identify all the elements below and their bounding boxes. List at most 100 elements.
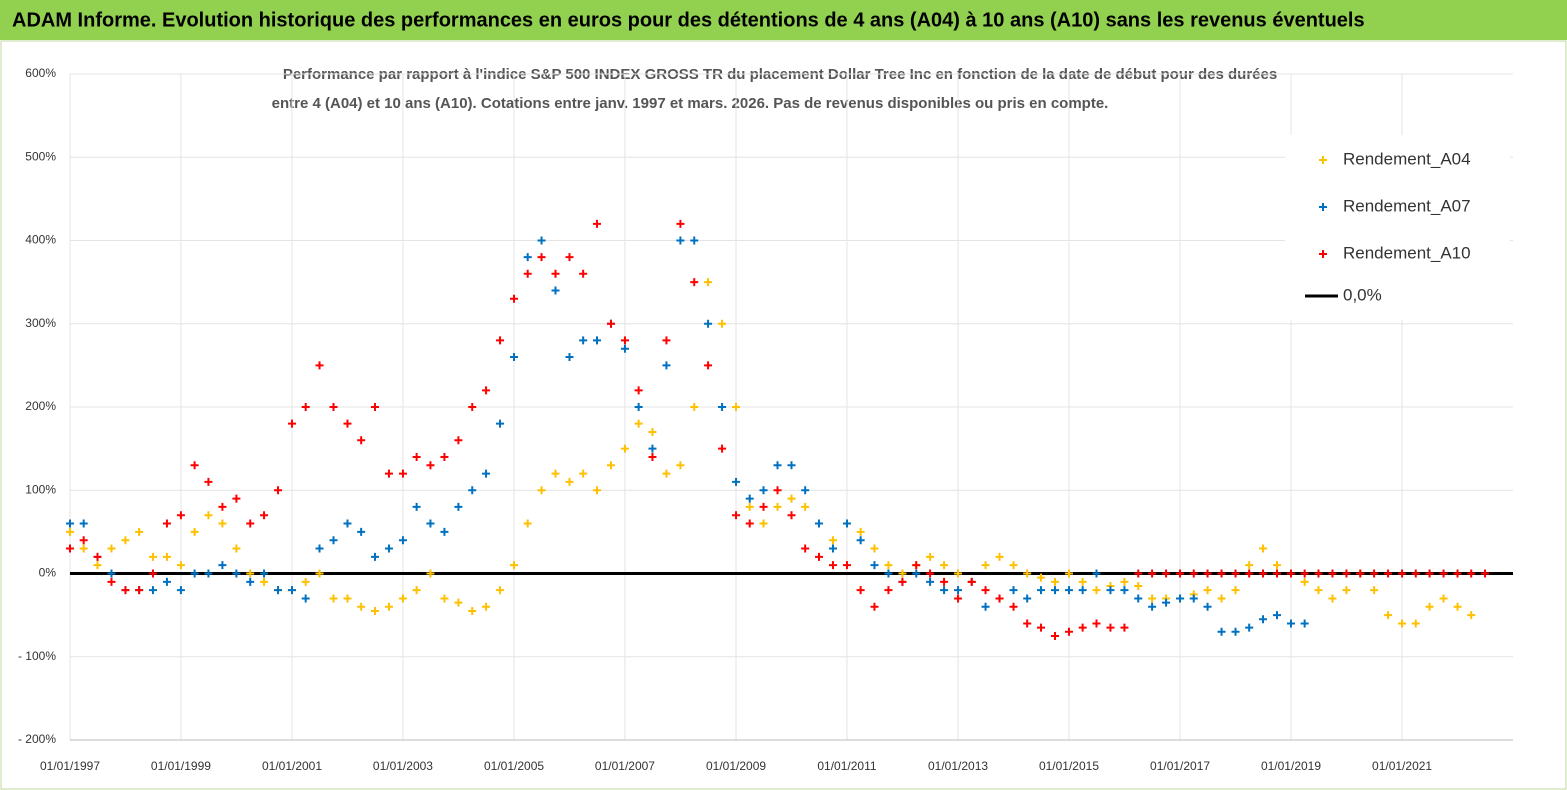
data-point (815, 552, 824, 561)
data-point (954, 594, 963, 603)
data-point (93, 552, 102, 561)
legend-label: Rendement_A04 (1343, 149, 1471, 168)
data-point (329, 536, 338, 545)
x-tick-label: 01/01/2013 (928, 759, 988, 773)
data-point (1467, 569, 1476, 578)
data-point (218, 502, 227, 511)
data-point (745, 519, 754, 528)
x-tick-label: 01/01/2021 (1372, 759, 1432, 773)
data-point (981, 561, 990, 570)
data-point (981, 586, 990, 595)
data-point (260, 569, 269, 578)
data-point (426, 569, 435, 578)
data-point (1009, 586, 1018, 595)
data-point (1273, 569, 1282, 578)
data-point (704, 278, 713, 287)
data-point (1411, 619, 1420, 628)
data-point (565, 253, 574, 262)
data-point (496, 586, 505, 595)
data-point (384, 602, 393, 611)
data-point (1384, 569, 1393, 578)
y-tick-label: 0% (39, 566, 57, 580)
data-point (260, 511, 269, 520)
data-point (856, 536, 865, 545)
data-point (1342, 586, 1351, 595)
data-point (232, 494, 241, 503)
legend-marker (1319, 156, 1327, 164)
data-point (204, 569, 213, 578)
data-point (1328, 594, 1337, 603)
data-point (981, 602, 990, 611)
data-point (745, 494, 754, 503)
legend-marker (1319, 250, 1327, 258)
data-point (828, 536, 837, 545)
data-point (551, 469, 560, 478)
data-point (1217, 627, 1226, 636)
y-tick-label: 100% (25, 482, 56, 496)
data-point (662, 336, 671, 345)
data-point (828, 544, 837, 553)
data-point (496, 336, 505, 345)
data-point (107, 577, 116, 586)
data-point (301, 577, 310, 586)
data-point (301, 403, 310, 411)
data-point (1370, 586, 1379, 595)
data-point (162, 519, 171, 528)
data-point (801, 486, 810, 495)
data-point (162, 552, 171, 561)
data-point (66, 519, 74, 528)
data-point (704, 319, 713, 328)
data-point (620, 344, 629, 353)
data-point (523, 269, 532, 278)
data-point (454, 502, 463, 511)
data-point (801, 502, 810, 511)
data-point (246, 569, 255, 578)
data-point (620, 336, 629, 345)
data-point (1398, 569, 1407, 578)
data-point (759, 519, 768, 528)
data-point (301, 594, 310, 603)
data-point (1023, 619, 1032, 628)
data-point (482, 386, 491, 395)
data-point (676, 219, 685, 228)
data-point (190, 461, 199, 470)
data-point (1023, 594, 1032, 603)
data-point (898, 569, 907, 578)
data-point (1023, 569, 1032, 578)
data-point (1300, 619, 1309, 628)
data-point (523, 253, 532, 262)
data-point (329, 403, 338, 411)
data-point (773, 502, 782, 511)
y-tick-label: 600% (25, 66, 56, 80)
data-point (468, 606, 477, 615)
data-point (926, 577, 935, 586)
data-point (454, 598, 463, 607)
data-point (1134, 581, 1143, 590)
data-point (690, 403, 699, 411)
data-point (926, 552, 935, 561)
data-point (537, 253, 546, 262)
data-point (732, 403, 741, 411)
data-point (759, 486, 768, 495)
data-point (93, 561, 102, 570)
data-point (801, 544, 810, 553)
data-point (468, 486, 477, 495)
data-point (1328, 569, 1337, 578)
data-point (954, 569, 963, 578)
data-point (1162, 569, 1171, 578)
data-point (648, 444, 657, 453)
data-point (704, 361, 713, 370)
data-point (606, 319, 615, 328)
data-point (870, 544, 879, 553)
data-point (440, 527, 449, 536)
data-point (468, 403, 477, 411)
data-point (343, 519, 352, 528)
data-point (135, 586, 144, 595)
data-point (815, 519, 824, 528)
data-point (565, 353, 574, 362)
data-point (190, 569, 199, 578)
data-point (426, 461, 435, 470)
data-point (1342, 569, 1351, 578)
data-point (1439, 594, 1448, 603)
